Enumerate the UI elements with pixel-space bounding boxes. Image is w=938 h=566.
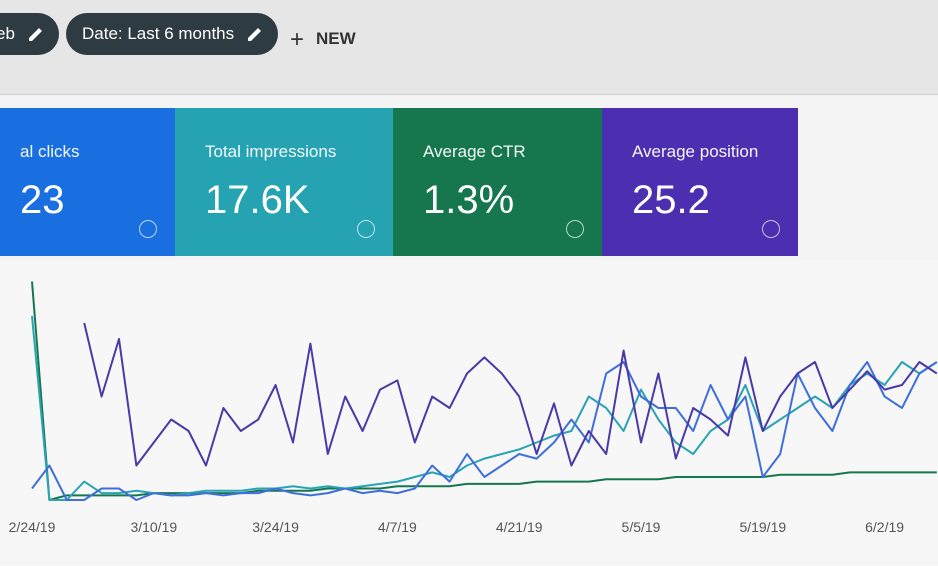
metric-label: Average position — [632, 142, 759, 161]
metric-value: 17.6K — [205, 178, 310, 222]
chip-text: Date: Last 6 months — [82, 24, 235, 43]
series-line — [31, 315, 938, 501]
metric-card[interactable]: Average position 25.2 — [602, 108, 798, 256]
metric-card[interactable]: al clicks 23 — [0, 108, 175, 256]
metric-label: Average CTR — [423, 142, 526, 161]
metric-value: 1.3% — [423, 178, 515, 222]
chart-area: 2/24/19 3/10/19 3/24/19 4/7/19 4/21/19 5/5/19… — [0, 260, 938, 561]
x-tick-label: 5/5/19 — [622, 519, 661, 535]
x-tick-label: 3/24/19 — [252, 519, 299, 535]
x-tick-label: 5/19/19 — [739, 519, 786, 535]
metric-card[interactable]: Total impressions 17.6K — [175, 108, 393, 256]
filter-chip[interactable]: eb — [0, 13, 59, 55]
metric-label: al clicks — [20, 142, 80, 161]
plus-icon: + — [290, 26, 305, 53]
edit-icon — [28, 28, 42, 41]
x-tick-label: 2/24/19 — [9, 519, 56, 535]
help-icon — [139, 220, 157, 238]
series-line — [83, 322, 938, 467]
metric-label: Total impressions — [205, 142, 337, 161]
x-tick-label: 6/2/19 — [865, 519, 904, 535]
new-button[interactable]: + NEW — [290, 26, 356, 54]
x-tick-label: 3/10/19 — [130, 519, 177, 535]
x-tick-label: 4/21/19 — [496, 519, 543, 535]
metric-value: 23 — [20, 178, 65, 222]
chip-text: eb — [0, 24, 15, 43]
help-icon — [762, 220, 780, 238]
edit-icon — [248, 28, 262, 41]
filter-chip[interactable]: Date: Last 6 months — [66, 13, 279, 55]
new-text: NEW — [316, 29, 356, 48]
series-line — [31, 361, 938, 501]
help-icon — [357, 220, 375, 238]
metric-value: 25.2 — [632, 178, 710, 222]
x-tick-label: 4/7/19 — [378, 519, 417, 535]
chart: 2/24/19 3/10/19 3/24/19 4/7/19 4/21/19 5/5/19… — [9, 281, 938, 535]
metric-card[interactable]: Average CTR 1.3% — [393, 108, 602, 256]
toolbar: eb Date: Last 6 months + NEW — [0, 0, 938, 95]
help-icon — [566, 220, 584, 238]
series-line — [31, 281, 937, 501]
